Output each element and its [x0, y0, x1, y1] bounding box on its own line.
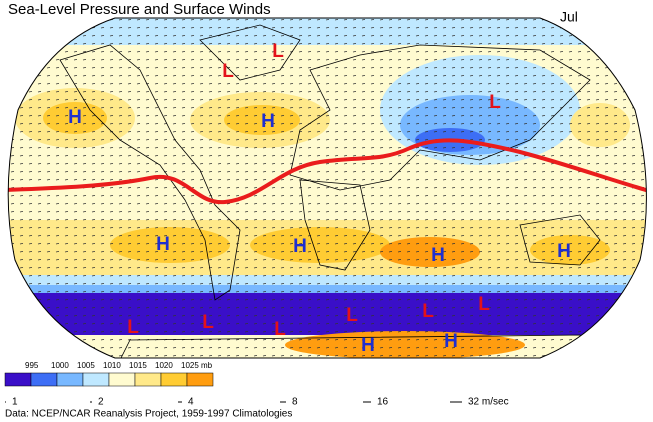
title: Sea-Level Pressure and Surface Winds: [8, 1, 271, 18]
pressure-centers: LLH HLH H H HL L LL L LH H: [68, 41, 571, 356]
legend-label: 1010: [103, 361, 121, 370]
wind-label: 2: [98, 397, 104, 408]
legend-label: 1000: [51, 361, 69, 370]
legend-swatch: [134, 372, 162, 387]
pressure-legend: 995 1000 1005 1010 1015 1020 1025 mb: [4, 361, 214, 387]
pressure-center: H: [431, 245, 445, 266]
itcz-line: [8, 138, 647, 205]
pressure-center: L: [202, 312, 214, 333]
map: [8, 18, 647, 358]
pressure-center: L: [422, 301, 434, 322]
legend-label: 995: [25, 361, 39, 370]
wind-label: 4: [188, 397, 194, 408]
month: Jul: [560, 9, 578, 25]
wind-label: 16: [377, 397, 389, 408]
legend-swatch: [56, 372, 84, 387]
map-border: [7, 17, 647, 359]
pressure-center: L: [127, 317, 139, 338]
legend-swatch: [186, 372, 214, 387]
coastlines: [59, 24, 601, 358]
legend-swatch: [82, 372, 110, 387]
wind-vectors: [8, 18, 647, 358]
pressure-center: L: [272, 41, 284, 62]
pressure-center: H: [444, 331, 458, 352]
legend-label: 1005: [77, 361, 95, 370]
pressure-center: H: [361, 335, 375, 356]
pressure-center: H: [293, 236, 307, 257]
legend-label: 1020: [155, 361, 173, 370]
pressure-center: L: [489, 92, 501, 113]
legend-label: 1015: [129, 361, 147, 370]
wind-label: 1: [12, 397, 18, 408]
legend-swatch: [160, 372, 188, 387]
pressure-center: L: [274, 319, 286, 340]
wind-label: 32 m/sec: [468, 397, 509, 408]
legend-label: 1025 mb: [181, 361, 213, 370]
pressure-center: L: [346, 305, 358, 326]
pressure-center: H: [68, 107, 82, 128]
pressure-center: L: [478, 294, 490, 315]
pressure-center: L: [222, 61, 234, 82]
wind-label: 8: [292, 397, 298, 408]
legend-swatch: [30, 372, 58, 387]
source: Data: NCEP/NCAR Reanalysis Project, 1959…: [5, 409, 292, 420]
pressure-center: H: [557, 241, 571, 262]
wind-legend: 1 2 4 8 16 32 m/sec: [5, 397, 509, 408]
legend-swatch: [4, 372, 32, 387]
legend-swatch: [108, 372, 136, 387]
pressure-center: H: [261, 111, 275, 132]
pressure-center: H: [156, 234, 170, 255]
